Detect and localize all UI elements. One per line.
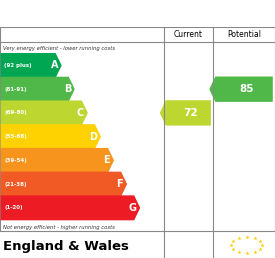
Text: B: B [64,84,71,94]
Text: 72: 72 [183,108,198,118]
Text: F: F [116,179,123,189]
Text: (39-54): (39-54) [4,158,27,163]
Text: Very energy efficient - lower running costs: Very energy efficient - lower running co… [3,46,115,51]
Text: Potential: Potential [227,30,261,39]
Text: (92 plus): (92 plus) [4,63,32,68]
Polygon shape [160,100,211,126]
Text: Not energy efficient - higher running costs: Not energy efficient - higher running co… [3,225,115,230]
Polygon shape [1,148,114,173]
Text: (69-80): (69-80) [4,110,27,115]
Text: G: G [129,203,137,213]
Polygon shape [1,100,88,125]
Text: E: E [103,155,110,165]
Text: (1-20): (1-20) [4,205,23,210]
Polygon shape [1,172,127,197]
Text: C: C [77,108,84,118]
Polygon shape [1,53,62,78]
Text: (55-68): (55-68) [4,134,27,139]
Text: A: A [51,60,58,70]
Polygon shape [1,124,101,149]
Text: D: D [90,132,98,142]
Text: (81-91): (81-91) [4,87,27,92]
Text: Energy Efficiency Rating: Energy Efficiency Rating [4,6,206,21]
Text: 85: 85 [239,84,254,94]
Text: Current: Current [174,30,203,39]
Polygon shape [1,77,75,102]
Polygon shape [1,195,140,220]
Text: England & Wales: England & Wales [3,240,129,253]
Text: (21-38): (21-38) [4,182,27,187]
Polygon shape [209,77,273,102]
